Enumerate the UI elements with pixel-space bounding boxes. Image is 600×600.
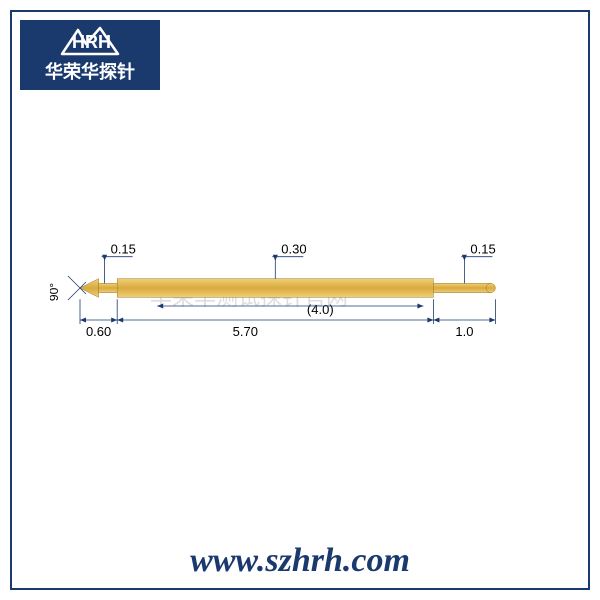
logo-mark: HRH — [60, 26, 120, 56]
svg-text:90°: 90° — [50, 283, 61, 301]
brand-logo: HRH 华荣华探针 — [20, 20, 160, 90]
svg-text:(4.0): (4.0) — [307, 302, 334, 317]
logo-text-en: HRH — [72, 32, 111, 53]
svg-text:0.30: 0.30 — [281, 242, 306, 257]
svg-text:0.15: 0.15 — [470, 242, 495, 257]
svg-text:5.70: 5.70 — [233, 324, 258, 339]
svg-text:1.0: 1.0 — [455, 324, 473, 339]
logo-text-cn: 华荣华探针 — [45, 58, 135, 84]
svg-text:0.60: 0.60 — [86, 324, 111, 339]
diagram-svg: 90° 0.15 0.30 0.15 0.60 5.70 (4.0) 1.0 — [50, 240, 550, 360]
probe-dimension-diagram: 90° 0.15 0.30 0.15 0.60 5.70 (4.0) 1.0 — [50, 240, 550, 360]
website-url: www.szhrh.com — [0, 542, 600, 580]
svg-text:0.15: 0.15 — [111, 242, 136, 257]
